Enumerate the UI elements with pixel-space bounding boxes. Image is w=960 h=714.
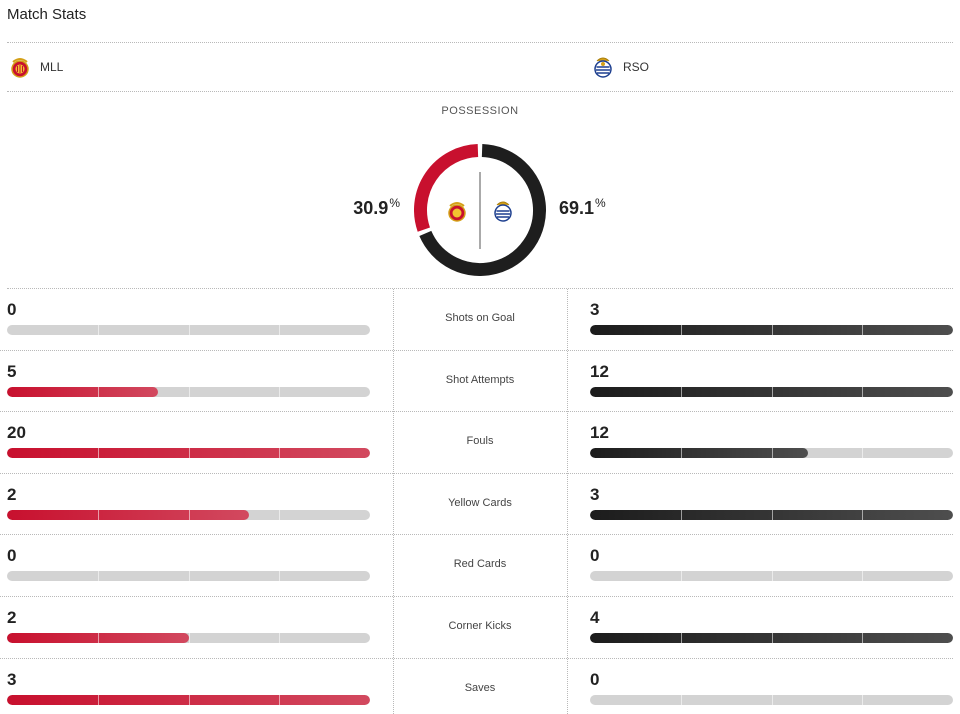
mallorca-crest-icon xyxy=(449,203,465,221)
away-stat-value: 0 xyxy=(590,546,599,566)
real-sociedad-crest-icon xyxy=(495,202,511,221)
home-stat-value: 0 xyxy=(7,546,16,566)
away-stat-bar xyxy=(590,325,953,335)
stat-label: Red Cards xyxy=(393,558,567,570)
away-stat-bar xyxy=(590,510,953,520)
stat-label: Saves xyxy=(393,682,567,694)
home-stat-bar xyxy=(7,325,370,335)
away-stat-bar xyxy=(590,571,953,581)
home-possession-value: 30.9% xyxy=(353,198,400,219)
home-team[interactable]: MLL xyxy=(8,54,63,80)
away-stat-bar xyxy=(590,387,953,397)
home-stat-value: 0 xyxy=(7,300,16,320)
away-stat-bar-fill xyxy=(590,448,808,458)
home-stat-bar xyxy=(7,448,370,458)
stat-row: 20 Fouls 12 xyxy=(0,412,960,474)
home-stat-bar xyxy=(7,571,370,581)
away-stat-bar xyxy=(590,633,953,643)
stat-row: 2 Yellow Cards 3 xyxy=(0,474,960,536)
away-stat-value: 0 xyxy=(590,670,599,690)
home-stat-value: 2 xyxy=(7,608,16,628)
home-stat-value: 2 xyxy=(7,485,16,505)
away-team-abbr: RSO xyxy=(623,60,649,74)
away-stat-bar xyxy=(590,448,953,458)
stat-label: Fouls xyxy=(393,435,567,447)
divider xyxy=(7,42,953,43)
home-stat-bar-fill xyxy=(7,387,158,397)
home-stat-bar-fill xyxy=(7,510,249,520)
home-stat-bar xyxy=(7,695,370,705)
away-possession-value: 69.1% xyxy=(559,198,606,219)
home-stat-value: 3 xyxy=(7,670,16,690)
stat-label: Corner Kicks xyxy=(393,620,567,632)
possession-label: POSSESSION xyxy=(0,105,960,117)
stat-label: Shots on Goal xyxy=(393,312,567,324)
stat-label: Shot Attempts xyxy=(393,374,567,386)
home-stat-bar xyxy=(7,387,370,397)
stat-row: 0 Red Cards 0 xyxy=(0,535,960,597)
home-possession-arc xyxy=(421,151,478,230)
home-team-abbr: MLL xyxy=(40,60,63,74)
stat-row: 5 Shot Attempts 12 xyxy=(0,351,960,413)
stat-row: 3 Saves 0 xyxy=(0,659,960,714)
divider xyxy=(7,91,953,92)
possession-donut-chart xyxy=(414,144,546,276)
stat-row: 0 Shots on Goal 3 xyxy=(0,289,960,351)
home-stat-value: 5 xyxy=(7,362,16,382)
home-stat-bar xyxy=(7,510,370,520)
home-stat-value: 20 xyxy=(7,423,26,443)
away-stat-value: 3 xyxy=(590,485,599,505)
page-title: Match Stats xyxy=(7,6,86,23)
home-stat-bar xyxy=(7,633,370,643)
stat-label: Yellow Cards xyxy=(393,497,567,509)
away-stat-value: 12 xyxy=(590,423,609,443)
mallorca-crest-icon xyxy=(8,55,32,79)
away-stat-bar xyxy=(590,695,953,705)
away-stat-value: 12 xyxy=(590,362,609,382)
away-stat-value: 3 xyxy=(590,300,599,320)
real-sociedad-crest-icon xyxy=(591,55,615,79)
stat-row: 2 Corner Kicks 4 xyxy=(0,597,960,659)
away-stat-value: 4 xyxy=(590,608,599,628)
away-team[interactable]: RSO xyxy=(591,54,649,80)
